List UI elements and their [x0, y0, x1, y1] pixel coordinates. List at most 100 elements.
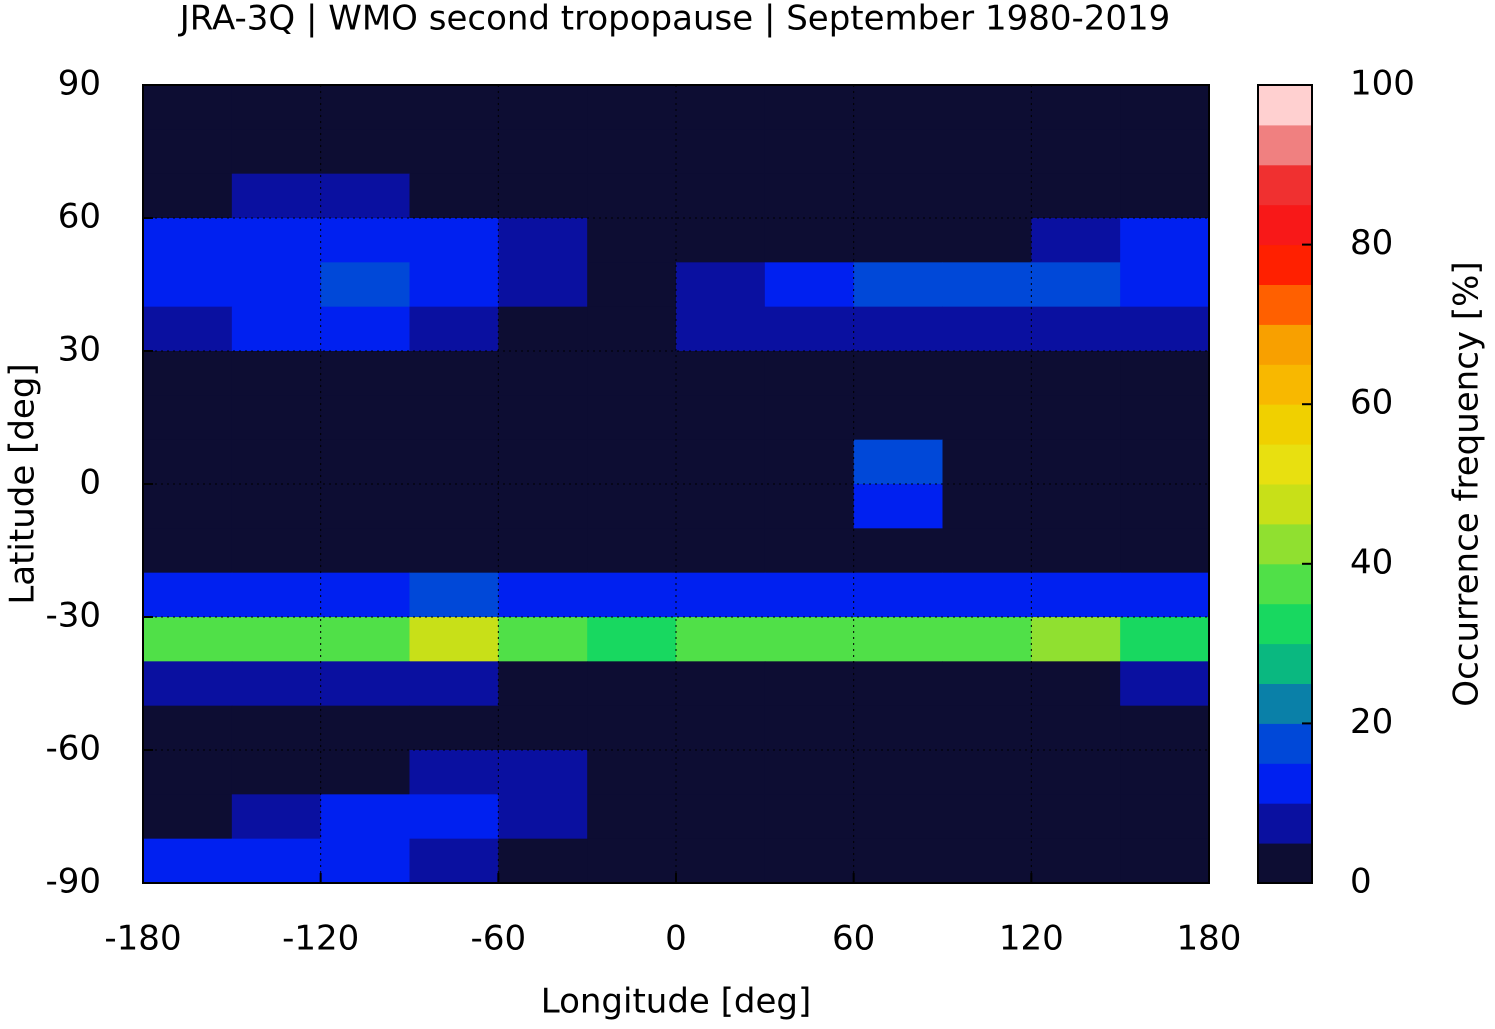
cell [764, 395, 855, 441]
cell [1120, 85, 1210, 130]
cell [764, 484, 855, 529]
colorbar-segment [1258, 803, 1312, 844]
cell [498, 351, 588, 396]
cell [320, 351, 410, 396]
colorbar-frame [1257, 84, 1313, 884]
cell [498, 838, 588, 884]
cell [143, 439, 233, 485]
x-tick-label: -120 [282, 919, 359, 959]
cell [587, 351, 677, 396]
cell [587, 838, 677, 884]
cell [587, 705, 677, 751]
cell [764, 129, 855, 175]
cell [853, 617, 943, 662]
cell [320, 395, 410, 441]
cell [320, 750, 410, 795]
cell [764, 572, 855, 618]
colorbar-segment [1258, 444, 1312, 485]
cell [676, 306, 766, 352]
cell [409, 173, 499, 219]
y-tick-label: -60 [45, 729, 101, 769]
cell [498, 218, 588, 263]
cell [231, 395, 322, 441]
colorbar-segment [1258, 284, 1312, 325]
cell [853, 85, 943, 130]
cell [587, 173, 677, 219]
cell [1120, 750, 1210, 795]
cell [231, 218, 322, 263]
cell [498, 794, 588, 840]
cell [143, 617, 233, 662]
cell [942, 351, 1032, 396]
cell [1031, 306, 1121, 352]
y-axis-label: Latitude [deg] [3, 363, 43, 604]
cell [676, 528, 766, 574]
cell [231, 85, 322, 130]
cell [587, 528, 677, 574]
cell [498, 306, 588, 352]
cell [498, 750, 588, 795]
colorbar-segment [1258, 723, 1312, 764]
colorbar-tick-label: 60 [1350, 383, 1393, 423]
cell [1031, 528, 1121, 574]
cell [320, 572, 410, 618]
cell [231, 705, 322, 751]
cell [231, 484, 322, 529]
cell [587, 484, 677, 529]
cell [1120, 262, 1210, 308]
cell [1120, 218, 1210, 263]
cell [409, 794, 499, 840]
cell [409, 306, 499, 352]
cell [676, 794, 766, 840]
cell [764, 661, 855, 707]
cell [498, 617, 588, 662]
cell [231, 572, 322, 618]
cell [409, 750, 499, 795]
cell [409, 661, 499, 707]
cell [320, 617, 410, 662]
cell [409, 617, 499, 662]
cell [1031, 395, 1121, 441]
cell [320, 439, 410, 485]
cell [942, 129, 1032, 175]
cell [409, 572, 499, 618]
cell [231, 262, 322, 308]
colorbar-segment [1258, 563, 1312, 605]
cell [143, 129, 233, 175]
cell [942, 218, 1032, 263]
cell [1031, 129, 1121, 175]
cell [587, 85, 677, 130]
x-tick-label: -60 [471, 919, 527, 959]
colorbar-segment [1258, 324, 1312, 365]
cell [320, 528, 410, 574]
cell [1031, 439, 1121, 485]
cell [764, 617, 855, 662]
cell [231, 750, 322, 795]
cell [942, 838, 1032, 884]
cell [676, 838, 766, 884]
cell [1120, 794, 1210, 840]
y-tick-label: 90 [58, 64, 101, 104]
cell [143, 218, 233, 263]
cell [853, 439, 943, 485]
colorbar-segment [1258, 404, 1312, 445]
cell [676, 617, 766, 662]
cell [853, 572, 943, 618]
cell [853, 705, 943, 751]
cell [587, 572, 677, 618]
cell [498, 705, 588, 751]
cell [587, 617, 677, 662]
cell [942, 85, 1032, 130]
cell [231, 129, 322, 175]
y-tick-label: -90 [45, 862, 101, 902]
cell [764, 794, 855, 840]
cell [143, 351, 233, 396]
cell [231, 794, 322, 840]
cell [942, 262, 1032, 308]
cell [320, 838, 410, 884]
cell [1031, 262, 1121, 308]
cell [676, 351, 766, 396]
cell [320, 306, 410, 352]
cell [764, 306, 855, 352]
